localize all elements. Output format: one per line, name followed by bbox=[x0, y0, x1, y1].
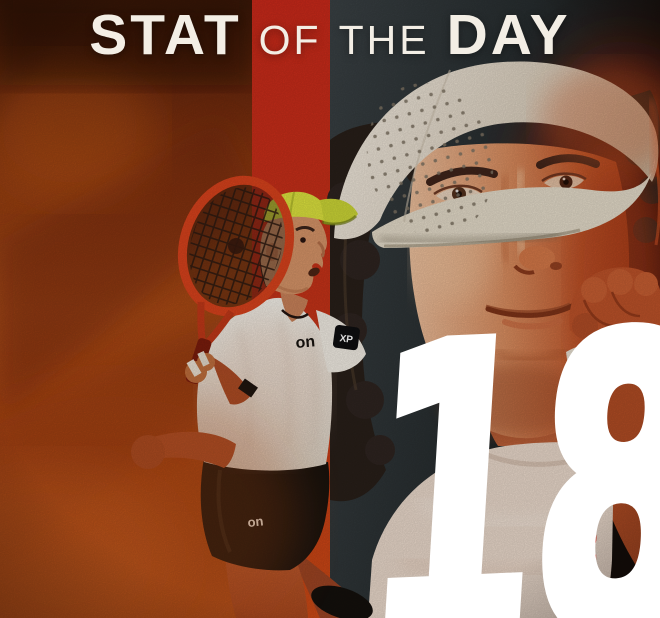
title-word-stat: STAT bbox=[89, 3, 242, 67]
title-word-the: THE bbox=[338, 17, 430, 63]
title-bar: STAT OF THE DAY bbox=[0, 2, 660, 68]
title-word-day: DAY bbox=[446, 3, 571, 67]
stat-number: 18 bbox=[348, 247, 660, 618]
title-word-of: OF bbox=[258, 17, 322, 63]
